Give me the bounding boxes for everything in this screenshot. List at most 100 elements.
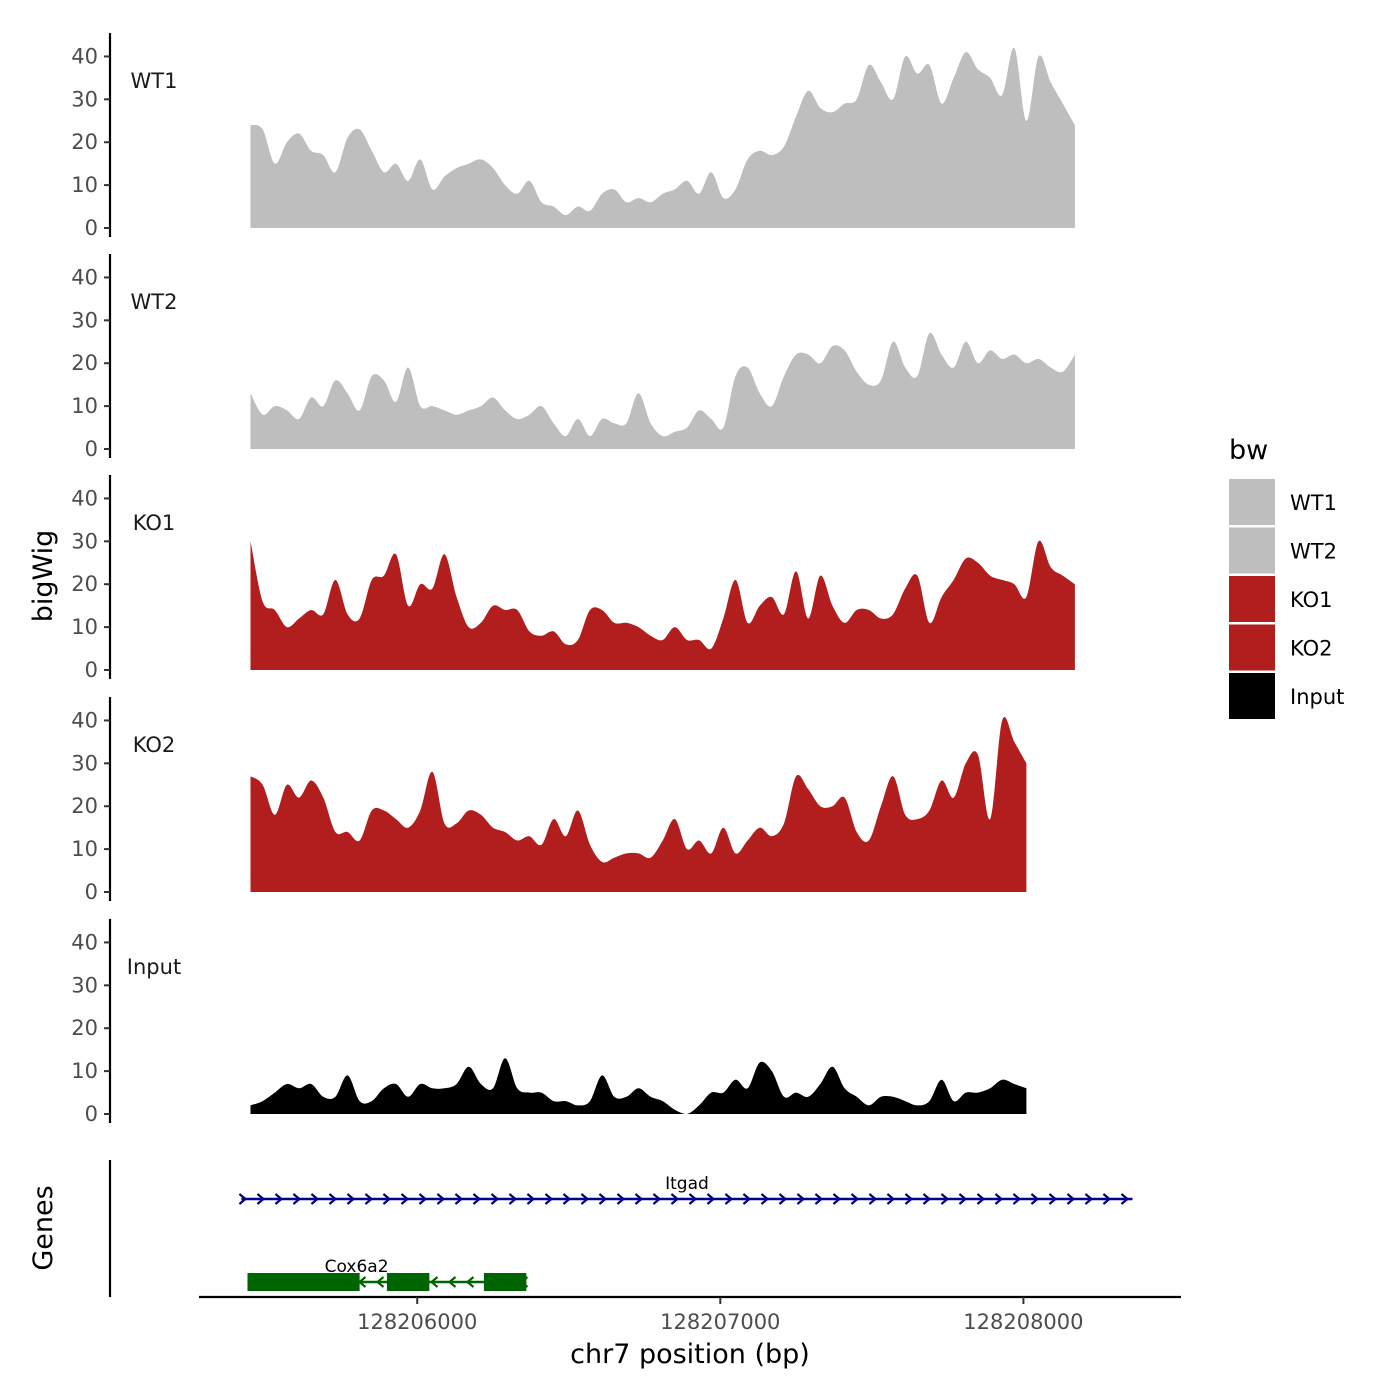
strand-arrow xyxy=(778,1193,788,1205)
strand-arrow xyxy=(490,1193,500,1205)
track-ko2: 0 10 20 30 40 KO2 xyxy=(71,697,1027,904)
strand-arrow xyxy=(994,1193,1004,1205)
strand-arrow xyxy=(562,1193,572,1205)
y-tick-label: 30 xyxy=(71,308,98,332)
y-axis-title: bigWig xyxy=(28,530,59,623)
y-tick-label: 40 xyxy=(71,486,98,510)
strand-arrow xyxy=(454,1193,464,1205)
coverage-area-input xyxy=(250,1058,1027,1114)
strand-arrow xyxy=(400,1193,410,1205)
track-wt2: 0 10 20 30 40 WT2 xyxy=(71,254,1075,461)
legend-title: bw xyxy=(1229,435,1268,466)
exon xyxy=(386,1273,430,1291)
coverage-area-ko2 xyxy=(250,717,1027,892)
y-tick-label: 0 xyxy=(85,437,98,461)
gene-track: Itgad Cox6a2 xyxy=(108,1160,1133,1297)
legend: WT1 WT2 KO1 KO2 Input xyxy=(1229,479,1344,719)
track-input: 0 10 20 30 40 Input xyxy=(71,919,1027,1126)
track-label: WT2 xyxy=(131,290,178,314)
strand-arrow xyxy=(760,1193,770,1205)
strand-arrow xyxy=(1102,1193,1112,1205)
legend-swatch xyxy=(1229,673,1275,719)
strand-arrow xyxy=(310,1193,320,1205)
strand-arrow xyxy=(1120,1193,1130,1205)
y-tick-label: 0 xyxy=(85,1102,98,1126)
strand-arrow xyxy=(472,1193,482,1205)
exon xyxy=(247,1273,360,1291)
legend-label: WT2 xyxy=(1290,540,1337,564)
legend-item-wt2: WT2 xyxy=(1229,527,1337,574)
strand-arrow xyxy=(544,1193,554,1205)
exon xyxy=(483,1273,527,1291)
strand-arrow xyxy=(447,1276,457,1288)
legend-swatch xyxy=(1229,527,1275,574)
y-tick-label: 30 xyxy=(71,87,98,111)
y-tick-label: 20 xyxy=(71,130,98,154)
strand-arrow xyxy=(1012,1193,1022,1205)
strand-arrow xyxy=(328,1193,338,1205)
genes-track-title: Genes xyxy=(28,1185,59,1270)
strand-arrow xyxy=(742,1193,752,1205)
strand-arrow xyxy=(580,1193,590,1205)
coverage-tracks: 0 10 20 30 40 WT1 0 10 20 30 40 WT2 0 10 20 30 40 KO1 0 10 2… xyxy=(71,33,1075,1126)
legend-swatch xyxy=(1229,624,1275,671)
y-tick-label: 40 xyxy=(71,708,98,732)
strand-arrow xyxy=(1084,1193,1094,1205)
strand-arrow xyxy=(958,1193,968,1205)
y-tick-label: 30 xyxy=(71,973,98,997)
legend-label: KO2 xyxy=(1290,637,1333,661)
strand-arrow xyxy=(429,1276,439,1288)
track-label: KO1 xyxy=(133,511,176,535)
strand-arrow xyxy=(598,1193,608,1205)
y-tick-label: 0 xyxy=(85,880,98,904)
strand-arrow xyxy=(616,1193,626,1205)
x-axis-title: chr7 position (bp) xyxy=(570,1339,810,1370)
strand-arrow xyxy=(724,1193,734,1205)
strand-arrow xyxy=(508,1193,518,1205)
strand-arrow xyxy=(886,1193,896,1205)
y-tick-label: 20 xyxy=(71,572,98,596)
y-tick-label: 10 xyxy=(71,837,98,861)
coverage-area-ko1 xyxy=(250,540,1075,670)
x-tick-label: 128206000 xyxy=(357,1310,477,1334)
strand-arrow xyxy=(364,1193,374,1205)
legend-item-wt1: WT1 xyxy=(1229,479,1337,525)
strand-arrow xyxy=(976,1193,986,1205)
y-tick-label: 40 xyxy=(71,930,98,954)
y-tick-label: 30 xyxy=(71,529,98,553)
strand-arrow xyxy=(274,1193,284,1205)
gene-itgad: Itgad xyxy=(238,1174,1133,1205)
track-label: KO2 xyxy=(133,733,176,757)
strand-arrow xyxy=(418,1193,428,1205)
y-tick-label: 10 xyxy=(71,173,98,197)
gene-label: Itgad xyxy=(665,1174,709,1194)
legend-label: KO1 xyxy=(1290,588,1333,612)
y-tick-label: 20 xyxy=(71,794,98,818)
track-label: Input xyxy=(127,955,181,979)
strand-arrow xyxy=(382,1193,392,1205)
strand-arrow xyxy=(634,1193,644,1205)
coverage-area-wt1 xyxy=(250,47,1075,228)
strand-arrow xyxy=(832,1193,842,1205)
y-tick-label: 10 xyxy=(71,1059,98,1083)
strand-arrow xyxy=(814,1193,824,1205)
track-label: WT1 xyxy=(131,69,178,93)
coverage-area-wt2 xyxy=(250,332,1075,449)
y-tick-label: 30 xyxy=(71,751,98,775)
strand-arrow xyxy=(688,1193,698,1205)
track-ko1: 0 10 20 30 40 KO1 xyxy=(71,475,1075,682)
y-tick-label: 20 xyxy=(71,1016,98,1040)
strand-arrow xyxy=(465,1276,475,1288)
y-tick-label: 0 xyxy=(85,216,98,240)
x-axis: 128206000 128207000 128208000 xyxy=(199,1295,1181,1334)
strand-arrow xyxy=(256,1193,266,1205)
strand-arrow xyxy=(292,1193,302,1205)
strand-arrow xyxy=(346,1193,356,1205)
strand-arrow xyxy=(526,1193,536,1205)
legend-item-ko2: KO2 xyxy=(1229,624,1333,671)
strand-arrow xyxy=(652,1193,662,1205)
strand-arrow xyxy=(1030,1193,1040,1205)
y-tick-label: 0 xyxy=(85,658,98,682)
strand-arrow xyxy=(868,1193,878,1205)
track-wt1: 0 10 20 30 40 WT1 xyxy=(71,33,1075,240)
